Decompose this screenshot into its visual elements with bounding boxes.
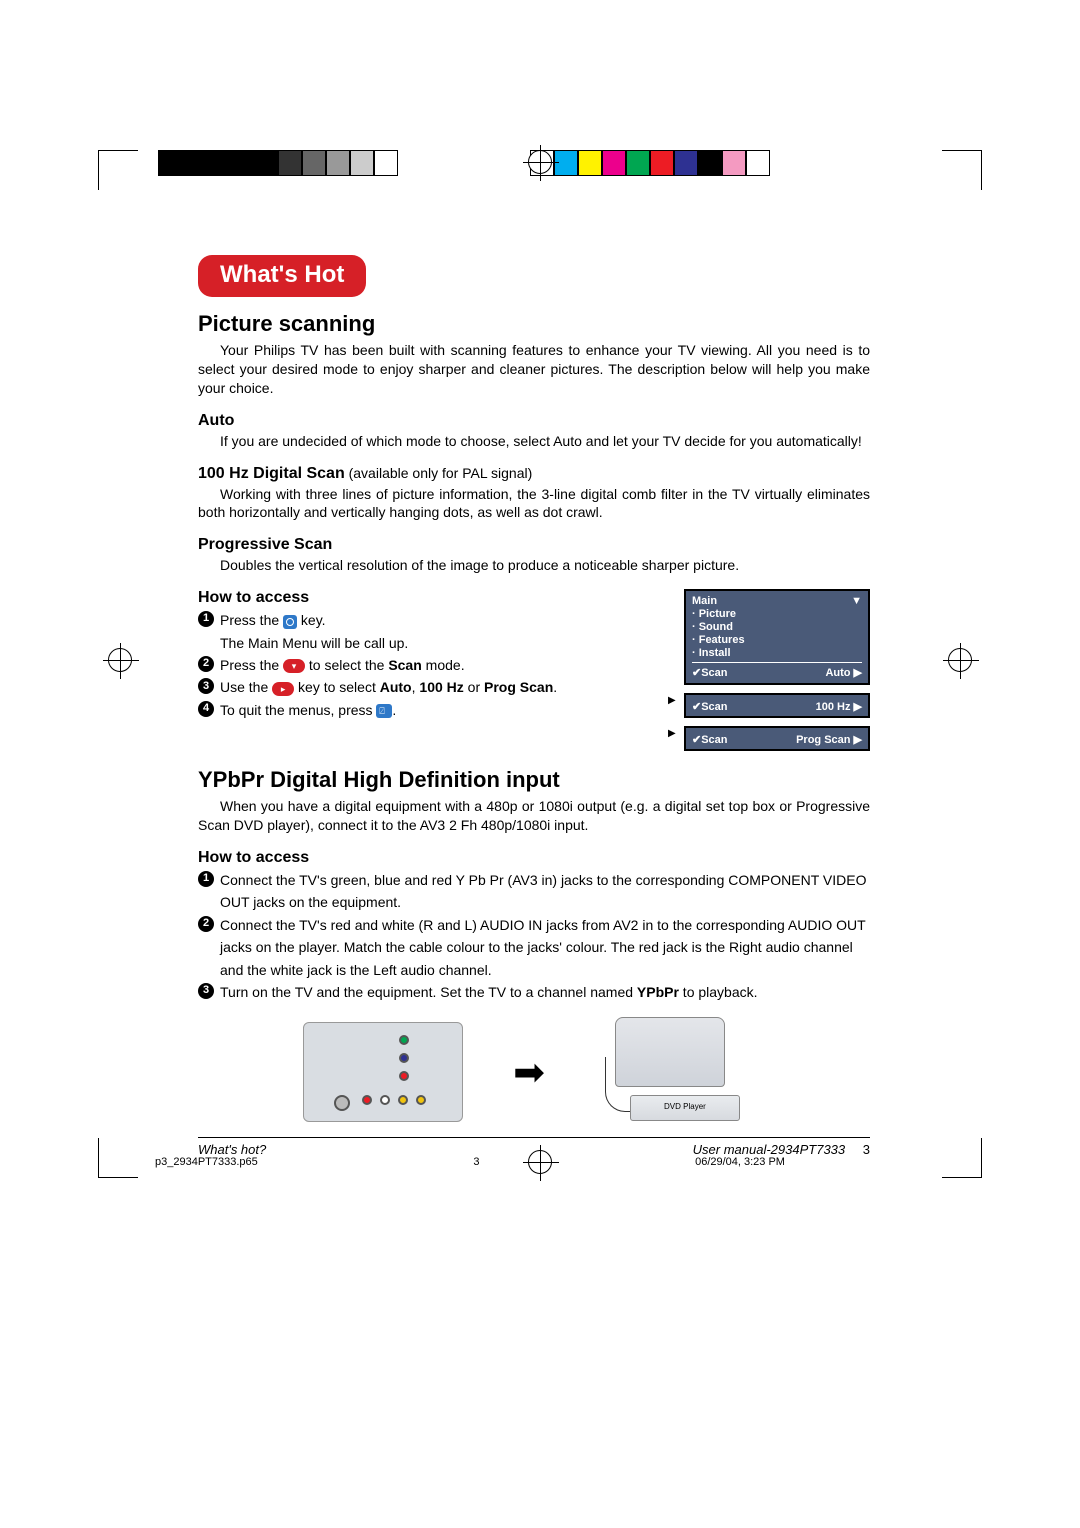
pointer-arrow-icon [670, 730, 684, 738]
crop-mark [942, 150, 982, 190]
ypbpr-intro: When you have a digital equipment with a… [198, 797, 870, 835]
connection-illustration: ➡ DVD Player [198, 1017, 870, 1127]
heading-100hz: 100 Hz Digital Scan (available only for … [198, 465, 870, 483]
registration-mark [948, 648, 972, 672]
jack-audio-r [362, 1095, 372, 1105]
registration-mark [108, 648, 132, 672]
color-bar [530, 150, 770, 176]
down-arrow-icon: ▼ [851, 595, 862, 607]
heading-picture-scanning: Picture scanning [198, 311, 870, 337]
page-content: What's Hot Picture scanning Your Philips… [198, 255, 870, 1157]
osd-item: · Features [692, 634, 862, 646]
step-number-icon: 1 [198, 611, 214, 627]
osd-main-menu: Main ▼ · Picture· Sound· Features· Insta… [684, 589, 870, 685]
step-3: 3 Turn on the TV and the equipment. Set … [198, 981, 870, 1003]
job-date: 06/29/04, 3:23 PM [695, 1156, 785, 1168]
print-job-info: p3_2934PT7333.p65 3 06/29/04, 3:23 PM [155, 1156, 785, 1168]
right-key-icon: ▸ [272, 682, 294, 696]
osd-prog-value: Prog Scan ▶ [796, 733, 862, 746]
osd-scan-label: ✔Scan [692, 700, 728, 713]
jack-misc [416, 1095, 426, 1105]
tv-and-dvd: DVD Player [595, 1017, 765, 1127]
step-number-icon: 3 [198, 678, 214, 694]
heading-progressive: Progressive Scan [198, 536, 870, 554]
heading-how-to-access-2: How to access [198, 849, 870, 867]
step-number-icon: 2 [198, 656, 214, 672]
step-number-icon: 2 [198, 916, 214, 932]
down-key-icon: ▾ [283, 659, 305, 673]
pointer-arrow-icon [670, 697, 684, 705]
jack-y [399, 1035, 409, 1045]
access-steps-2: 1 Connect the TV's green, blue and red Y… [198, 869, 870, 1003]
auto-paragraph: If you are undecided of which mode to ch… [198, 432, 870, 451]
step-2: 2 Connect the TV's red and white (R and … [198, 914, 870, 981]
crop-mark [942, 1138, 982, 1178]
job-page: 3 [473, 1156, 479, 1168]
menu-key-icon [283, 615, 297, 629]
tv-key-icon [376, 704, 392, 718]
step-number-icon: 3 [198, 983, 214, 999]
osd-scan-label: ✔Scan [692, 666, 728, 679]
step-1: 1 Connect the TV's green, blue and red Y… [198, 869, 870, 914]
osd-scan-prog: ✔Scan Prog Scan ▶ [684, 726, 870, 751]
jack-misc [334, 1095, 350, 1111]
section-badge: What's Hot [198, 255, 366, 297]
hz-label: 100 Hz Digital Scan [198, 465, 345, 482]
printer-top-marks [0, 150, 1080, 190]
step-number-icon: 1 [198, 871, 214, 887]
grayscale-bar [158, 150, 398, 176]
registration-mark [528, 150, 552, 174]
progressive-paragraph: Doubles the vertical resolution of the i… [198, 556, 870, 575]
hz-note: (available only for PAL signal) [345, 465, 533, 481]
jack-pr [399, 1071, 409, 1081]
osd-item: · Picture [692, 608, 862, 620]
osd-menu-illustration: Main ▼ · Picture· Sound· Features· Insta… [684, 589, 870, 759]
osd-title: Main [692, 595, 717, 607]
heading-auto: Auto [198, 412, 870, 430]
osd-item-list: · Picture· Sound· Features· Install [692, 608, 862, 659]
jack-audio-l [380, 1095, 390, 1105]
job-file: p3_2934PT7333.p65 [155, 1156, 258, 1168]
jack-misc [398, 1095, 408, 1105]
osd-scan-100hz: ✔Scan 100 Hz ▶ [684, 693, 870, 718]
crop-mark [98, 1138, 138, 1178]
intro-paragraph: Your Philips TV has been built with scan… [198, 341, 870, 398]
osd-scan-label: ✔Scan [692, 733, 728, 746]
heading-ypbpr: YPbPr Digital High Definition input [198, 767, 870, 793]
dvd-player-icon: DVD Player [630, 1095, 740, 1121]
crop-mark [98, 150, 138, 190]
tv-back-panel [303, 1022, 463, 1122]
osd-100hz-value: 100 Hz ▶ [816, 700, 862, 713]
arrow-right-icon: ➡ [513, 1050, 545, 1095]
osd-item: · Sound [692, 621, 862, 633]
osd-item: · Install [692, 647, 862, 659]
jack-pb [399, 1053, 409, 1063]
hz-paragraph: Working with three lines of picture info… [198, 485, 870, 523]
step-number-icon: 4 [198, 701, 214, 717]
osd-auto-value: Auto ▶ [825, 666, 862, 679]
